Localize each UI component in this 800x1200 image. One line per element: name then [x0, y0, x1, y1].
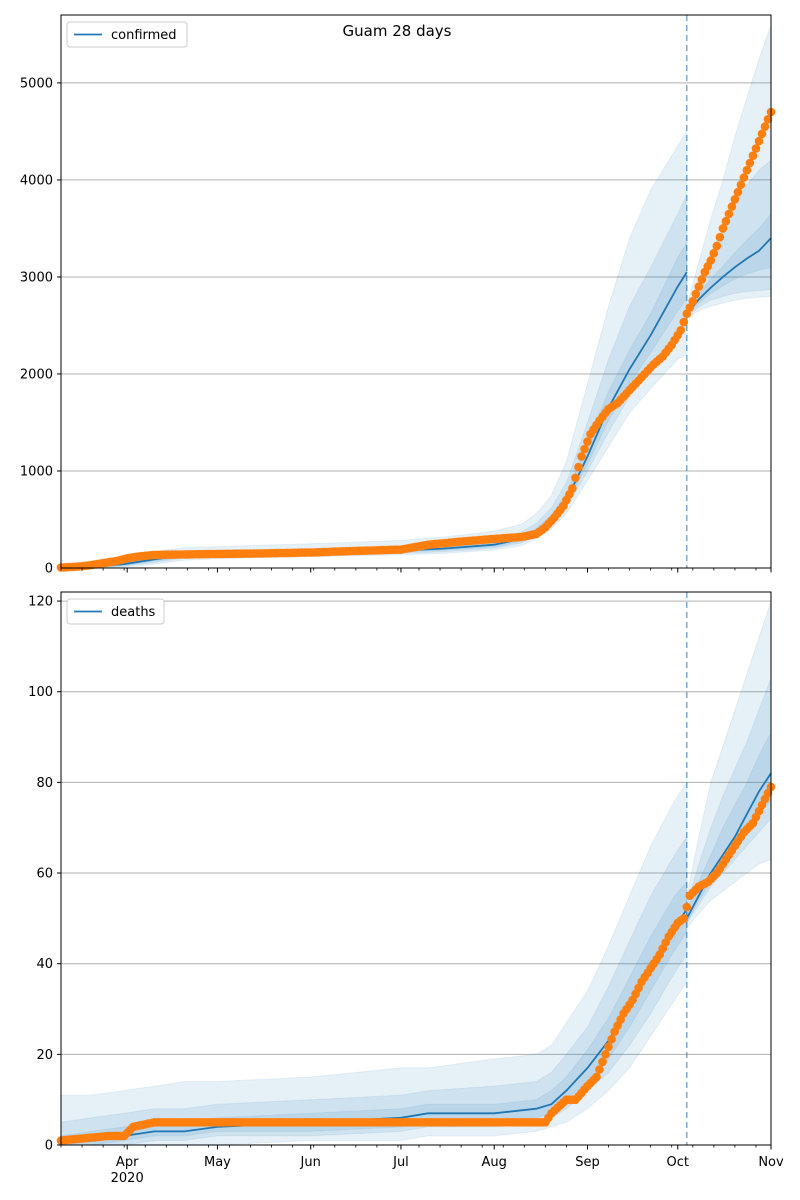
y-tick-label: 60: [36, 867, 53, 882]
observed-point: [721, 216, 731, 226]
observed-point: [739, 173, 749, 182]
observed-point: [694, 282, 704, 291]
observed-point: [727, 202, 737, 211]
observed-point: [724, 209, 734, 219]
x-tick-label: Apr: [116, 1155, 139, 1170]
chart-title: Guam 28 days: [343, 22, 452, 40]
x-year-label: 2020: [111, 1171, 144, 1186]
observed-point: [718, 224, 728, 233]
chart-panel-deaths: 0 20 40 60 80 100 120 Apr May Jun Jul Aug Sep Oct Nov 2…: [28, 591, 784, 1186]
x-tick-label: Nov: [758, 1155, 784, 1170]
observed-point: [592, 1072, 601, 1082]
observed-point: [760, 122, 770, 131]
observed-point: [580, 444, 589, 454]
observed-point: [577, 452, 586, 461]
y-tick-label: 80: [36, 776, 53, 791]
observed-point: [607, 1034, 616, 1044]
confidence-band: [60, 780, 688, 1146]
x-tick-label: May: [204, 1155, 231, 1170]
y-tick-label: 1000: [20, 464, 53, 479]
observed-point: [751, 144, 761, 153]
y-tick-label: 3000: [20, 270, 53, 285]
observed-point: [691, 289, 701, 299]
y-tick-label: 2000: [20, 367, 53, 382]
observed-point: [715, 232, 725, 242]
observed-point: [679, 914, 689, 923]
observed-point: [676, 326, 685, 335]
observed-point: [754, 136, 764, 146]
observed-point: [757, 129, 767, 139]
observed-point: [679, 317, 689, 327]
observed-point: [733, 187, 743, 197]
plot-area: [61, 592, 771, 1145]
legend-label: deaths: [111, 605, 156, 620]
x-tick-label: Jun: [300, 1155, 321, 1170]
y-tick-label: 4000: [20, 173, 53, 188]
y-tick-label: 120: [28, 595, 53, 610]
y-tick-label: 20: [36, 1048, 53, 1063]
observed-point: [763, 115, 773, 124]
observed-point: [598, 1057, 607, 1067]
model-forecast-line: [686, 772, 772, 919]
observed-point: [742, 165, 752, 175]
chart-panel-confirmed: 0 1000 2000 3000 4000 5000 confirmed: [20, 14, 776, 577]
observed-point: [712, 241, 722, 251]
plot-frame: [60, 14, 772, 569]
observed-point: [595, 1065, 604, 1074]
observed-point: [583, 437, 592, 446]
plot-frame: [60, 591, 772, 1146]
confidence-band: [60, 129, 688, 569]
observed-point: [709, 248, 719, 258]
x-tick-label: Aug: [482, 1155, 507, 1170]
observed-point: [730, 195, 740, 204]
observed-point: [688, 296, 698, 306]
y-tick-label: 0: [45, 1139, 53, 1154]
legend-box: [66, 598, 165, 625]
model-forecast-line: [686, 237, 772, 315]
plot-area: [61, 15, 771, 568]
observed-point: [736, 180, 746, 190]
observed-point: [568, 484, 577, 493]
legend-label: confirmed: [111, 28, 177, 43]
y-tick-label: 0: [45, 562, 53, 577]
observed-point: [682, 902, 692, 912]
y-tick-label: 100: [28, 685, 53, 700]
x-tick-label: Oct: [666, 1155, 688, 1170]
observed-point: [604, 1042, 613, 1052]
observed-point: [748, 151, 758, 160]
x-tick-label: Sep: [575, 1155, 600, 1170]
observed-point: [745, 158, 755, 168]
observed-point: [697, 275, 707, 284]
legend-box: [66, 21, 188, 48]
observed-point: [571, 473, 580, 483]
x-tick-label: Jul: [392, 1155, 409, 1170]
y-tick-label: 5000: [20, 76, 53, 91]
observed-point: [574, 462, 583, 472]
observed-point: [706, 256, 716, 265]
observed-point: [601, 1050, 610, 1059]
y-tick-label: 40: [36, 957, 53, 972]
